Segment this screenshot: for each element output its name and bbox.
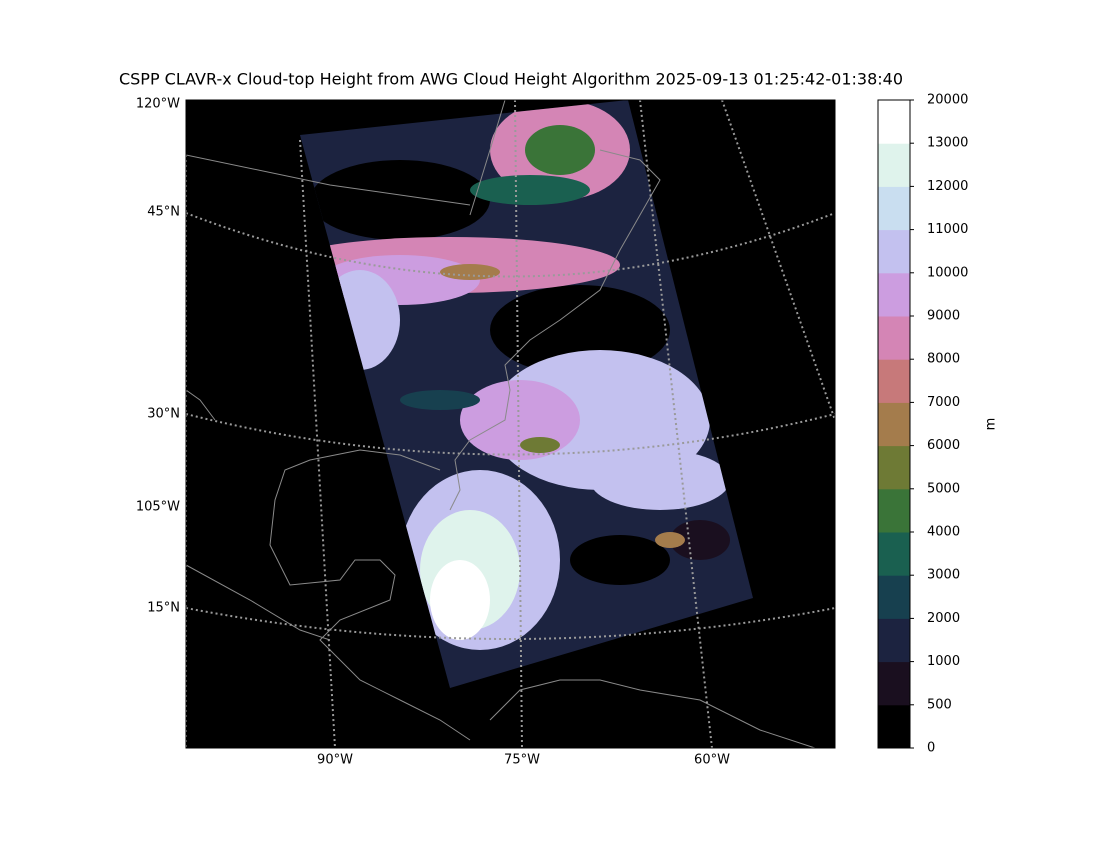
colorbar-frame (877, 99, 911, 749)
colorbar-tick-label: 4000 (927, 525, 960, 540)
lon-label: 75°W (504, 753, 540, 768)
lat-label: 120°W (136, 97, 180, 112)
colorbar-band (878, 100, 910, 144)
colorbar-tick-label: 13000 (927, 136, 968, 151)
colorbar-tick-label: 9000 (927, 309, 960, 324)
colorbar-band (878, 359, 910, 403)
map (186, 100, 835, 748)
colorbar-band (878, 316, 910, 360)
colorbar-tick-label: 7000 (927, 395, 960, 410)
colorbar-band (878, 704, 910, 749)
colorbar-tick-label: 11000 (927, 222, 968, 237)
lon-label: 90°W (317, 753, 353, 768)
colorbar-band (878, 575, 910, 619)
map-frame (185, 99, 836, 749)
lat-label: 105°W (136, 500, 180, 515)
lat-label: 45°N (147, 205, 180, 220)
colorbar-tick-label: 10000 (927, 265, 968, 280)
lon-label: 60°W (694, 753, 730, 768)
colorbar-tick-label: 500 (927, 697, 952, 712)
colorbar-tick-label: 6000 (927, 438, 960, 453)
colorbar-tick-label: 1000 (927, 654, 960, 669)
title: CSPP CLAVR-x Cloud-top Height from AWG C… (119, 70, 903, 89)
colorbar-tick-label: 5000 (927, 481, 960, 496)
colorbar-band (878, 445, 910, 490)
lat-label: 15°N (147, 601, 180, 616)
colorbar-band (878, 186, 910, 231)
colorbar-tick-label: 3000 (927, 568, 960, 583)
lat-label: 30°N (147, 407, 180, 422)
colorbar-band (878, 488, 910, 533)
colorbar-tick-label: 12000 (927, 179, 968, 194)
colorbar-band (878, 272, 910, 317)
colorbar-band (878, 532, 910, 576)
colorbar-band (878, 143, 910, 187)
colorbar-tick-label: 20000 (927, 93, 968, 108)
colorbar-band (878, 618, 910, 663)
colorbar-band (878, 229, 910, 274)
colorbar-band (878, 402, 910, 447)
colorbar-band (878, 661, 910, 706)
colorbar-label: m (984, 418, 999, 431)
colorbar-tick-label: 2000 (927, 611, 960, 626)
colorbar-tick-label: 8000 (927, 352, 960, 367)
colorbar-tick-label: 0 (927, 741, 935, 756)
